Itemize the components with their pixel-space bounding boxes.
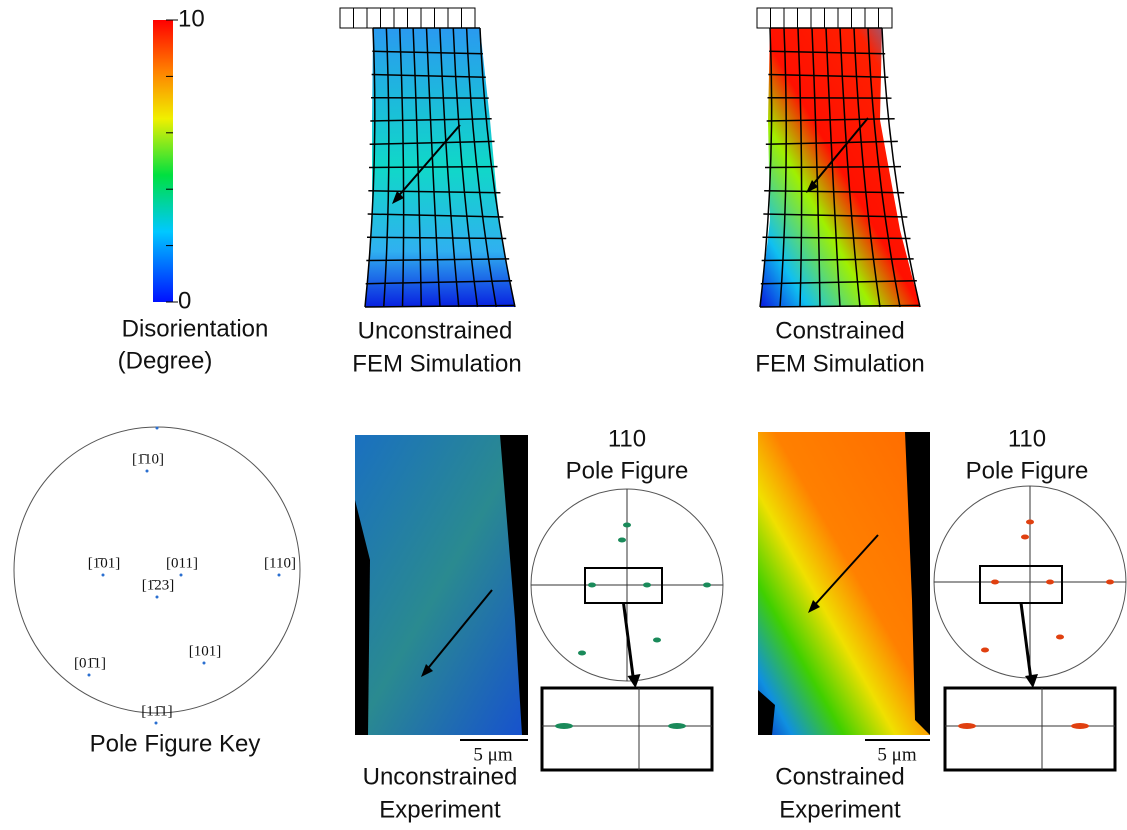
pole-spot	[643, 583, 651, 588]
mesh-box	[838, 8, 852, 28]
mesh-box	[340, 8, 354, 28]
zoom-arrow-head	[1025, 674, 1038, 688]
caption: Experiment	[779, 796, 901, 823]
pole-spot	[618, 538, 626, 543]
pole-spot	[958, 723, 976, 729]
scale-bar-label: 5 μm	[877, 744, 916, 765]
pole-spot	[981, 648, 989, 653]
mesh-box	[421, 8, 435, 28]
mesh-box	[381, 8, 395, 28]
pole-spot	[1021, 535, 1029, 540]
pole-label: [011]	[166, 555, 198, 571]
pole-label: [110]	[264, 555, 296, 571]
pole	[155, 722, 158, 725]
caption: Constrained	[775, 317, 904, 344]
pole-figure-key	[14, 427, 300, 713]
mesh-box	[825, 8, 839, 28]
zoom-region	[980, 566, 1062, 603]
colorbar-title: (Degree)	[118, 347, 213, 374]
pole-spot	[623, 523, 631, 528]
pole-label: [101]	[189, 643, 222, 659]
mesh-box	[354, 8, 368, 28]
pole-spot	[653, 638, 661, 643]
mesh-box	[865, 8, 879, 28]
pole-label: [01̄1]	[74, 655, 106, 671]
pole-figure-title: Pole Figure	[966, 457, 1089, 484]
scale-bar-label: 5 μm	[473, 744, 512, 765]
pole	[88, 674, 91, 677]
ebsd-map	[355, 435, 528, 735]
pole-spot	[1046, 580, 1054, 585]
mesh-box	[852, 8, 866, 28]
pole-spot	[588, 583, 596, 588]
colorbar-title: Disorientation	[122, 315, 269, 342]
mesh-box	[408, 8, 422, 28]
figure: 10 0 Disorientation (Degree) Unconstraine…	[0, 0, 1127, 830]
mesh-box	[394, 8, 408, 28]
pole-spot	[991, 580, 999, 585]
pole-spot	[578, 651, 586, 656]
pole-spot	[1106, 580, 1114, 585]
pole-label: [1̄01]	[88, 555, 121, 571]
pole-spot	[555, 723, 573, 729]
caption: Unconstrained	[363, 763, 518, 790]
zoom-box	[945, 688, 1115, 770]
pole-figure-title: Pole Figure	[566, 457, 689, 484]
pole-spot	[703, 583, 711, 588]
pole	[278, 574, 281, 577]
pole-spot	[1026, 520, 1034, 525]
pole-label: [1̄23]	[142, 577, 175, 593]
mesh-box	[811, 8, 825, 28]
caption: FEM Simulation	[352, 350, 521, 377]
pole-spot	[1071, 723, 1089, 729]
zoom-arrow	[624, 603, 634, 680]
colorbar-label: 0	[178, 287, 191, 314]
pole	[180, 574, 183, 577]
page: 10 0 Disorientation (Degree) Unconstraine…	[0, 0, 1127, 830]
pole-spot	[1056, 635, 1064, 640]
mesh-box	[879, 8, 893, 28]
pole	[156, 596, 159, 599]
pole	[156, 427, 159, 430]
pole	[203, 662, 206, 665]
mesh-box	[757, 8, 771, 28]
mesh-box	[448, 8, 462, 28]
mesh-box	[798, 8, 812, 28]
ebsd-map	[758, 432, 930, 735]
pole-spot	[668, 723, 686, 729]
pole	[102, 574, 105, 577]
colorbar-label: 10	[178, 5, 205, 32]
pole-figure-title: 110	[1008, 425, 1046, 452]
colorbar	[153, 20, 173, 302]
zoom-box	[542, 688, 712, 770]
caption: Experiment	[379, 796, 501, 823]
mesh-box	[771, 8, 785, 28]
caption: FEM Simulation	[755, 350, 924, 377]
pole-label: [1̄10]	[132, 451, 164, 467]
caption: Constrained	[775, 763, 904, 790]
mesh-box	[367, 8, 381, 28]
caption: Unconstrained	[358, 317, 513, 344]
pole-label: [11̄1]	[141, 703, 172, 719]
mesh-box	[435, 8, 449, 28]
key-labels: [1̄10] [1̄01] [011] [1̄23] [110] [01̄1] [101] […	[74, 427, 296, 725]
pole-figure-title: 110	[608, 425, 646, 452]
caption: Pole Figure Key	[90, 730, 261, 757]
mesh-box	[462, 8, 476, 28]
pole	[146, 470, 149, 473]
mesh-box	[784, 8, 798, 28]
